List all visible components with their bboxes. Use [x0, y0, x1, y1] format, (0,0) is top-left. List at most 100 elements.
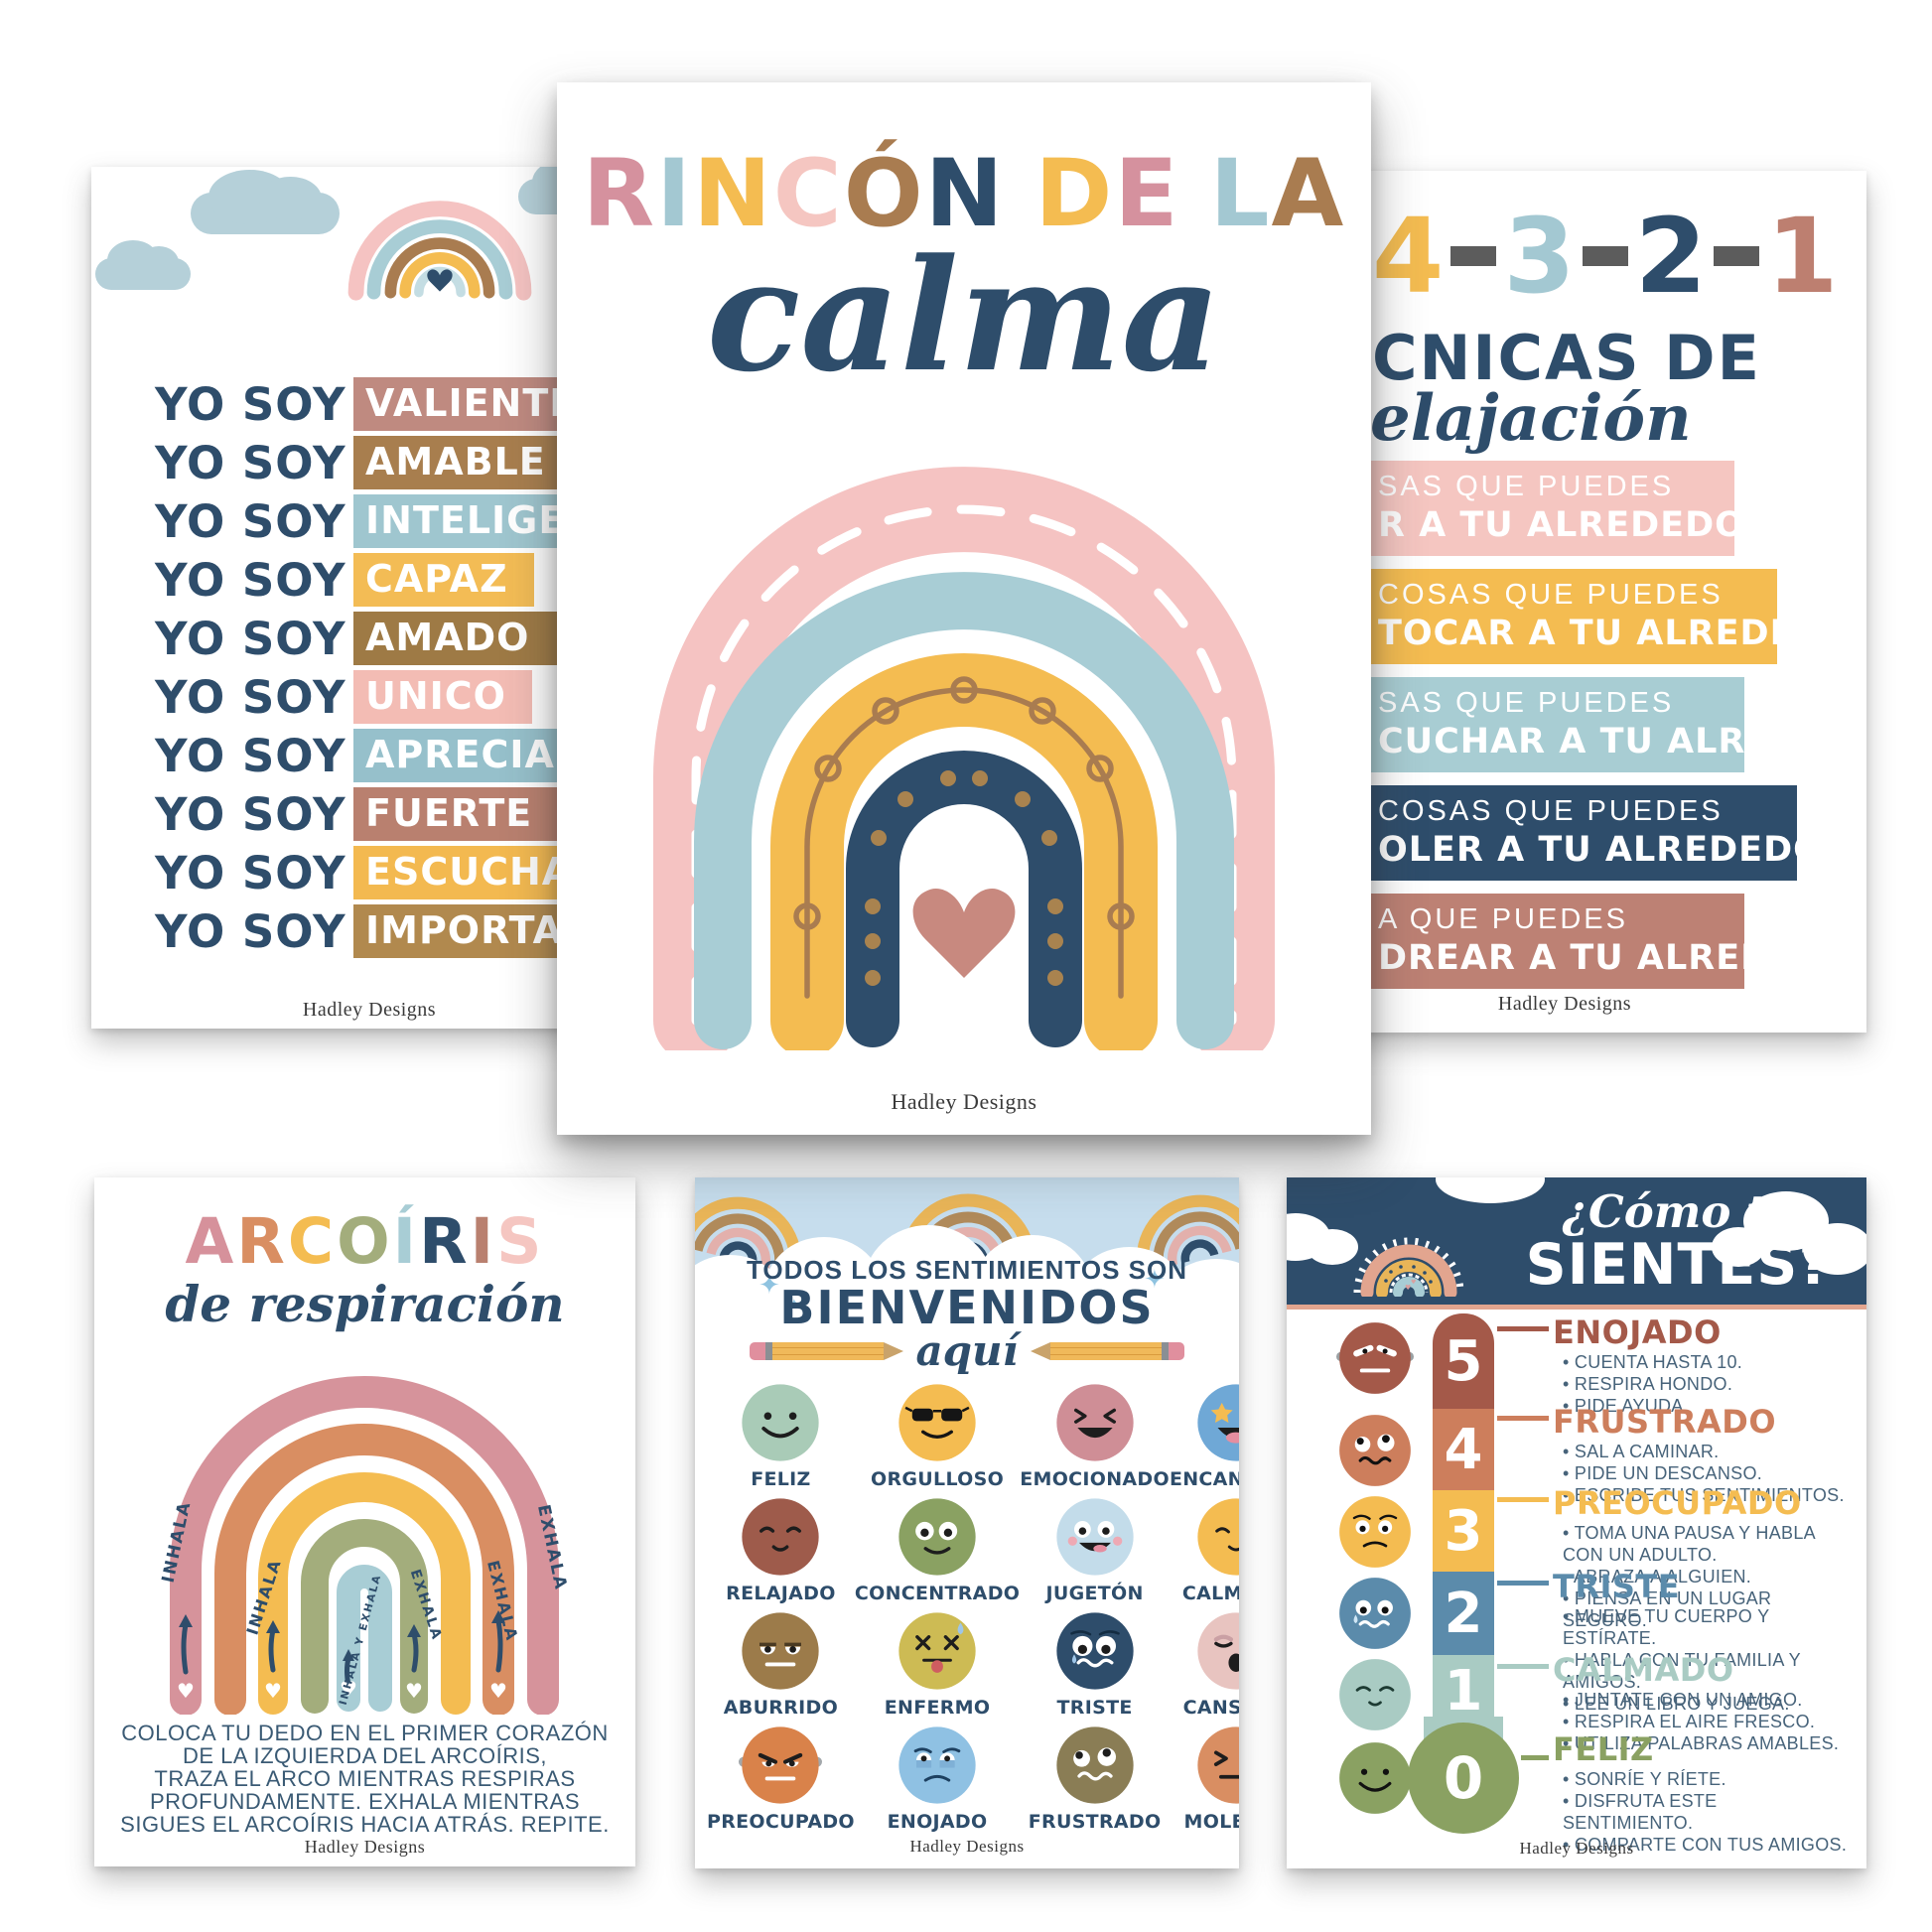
enojado-face-icon: [1336, 1322, 1414, 1394]
heart-icon: [912, 888, 1016, 978]
emotion-cell: ENFERMO: [855, 1609, 1020, 1724]
dash-icon: [1714, 246, 1760, 266]
poster-subtitle: de respiración: [165, 1275, 565, 1333]
poster-subtitle: calma: [706, 224, 1222, 406]
poster-title-fragment: CNICAS DE: [1372, 322, 1761, 394]
affirmation-word: UNICO: [353, 670, 532, 724]
emotion-cell: CANSADO: [1170, 1609, 1239, 1724]
emotion-cell: CONCENTRADO: [855, 1495, 1020, 1609]
boho-rainbow-icon: ♥ ♥: [1353, 1237, 1464, 1297]
level-connector: [1497, 1497, 1549, 1502]
cloud-icon: [95, 240, 191, 290]
poster-title: RINCÓN DE LA: [582, 140, 1346, 248]
emotion-cell: FELIZ: [707, 1381, 855, 1495]
level-connector: [1497, 1581, 1549, 1586]
cloud-icon: [1307, 1229, 1358, 1265]
emotions-grid: FELIZ ORGULLOSO EMOCIONADO ENCANTADO REL…: [707, 1381, 1239, 1838]
feeling-level: FELIZ SONRÍE Y RÍETE.DISFRUTA ESTE SENTI…: [1553, 1733, 1851, 1857]
poster-sentimientos-bienvenidos: ✦ ✦ ✦ ✦ TODOS LOS SENTIMIENTOS SON BIENV…: [695, 1177, 1239, 1868]
heart-icon: ♥ ♥ ♥ ♥ ♥: [177, 1677, 507, 1703]
affirmation-row: YO SOY UNICO: [155, 670, 647, 724]
sense-bar: SAS QUE PUEDES R A TU ALREDEDOR: [1322, 461, 1772, 556]
emotion-cell: TRISTE: [1020, 1609, 1170, 1724]
concentrado-face-icon: [898, 1498, 976, 1576]
preocupado-face-icon: [739, 1726, 823, 1804]
poster-arcoiris-respiracion: ARCOÍRIS de respiración ♥ ♥ ♥ ♥ ♥ INHALA I…: [94, 1177, 635, 1866]
sense-bar: COSAS QUE PUEDES OLER A TU ALREDEDOR: [1322, 785, 1851, 881]
cloud-icon: [1712, 1227, 1765, 1267]
feliz-face-icon: [1339, 1742, 1411, 1814]
triste-face-icon: [1055, 1612, 1134, 1690]
level-connector: [1497, 1326, 1549, 1331]
brand-footer: Hadley Designs: [909, 1837, 1025, 1856]
svg-text:♥: ♥: [405, 1679, 423, 1703]
boho-rainbow-icon: [347, 201, 532, 301]
emotion-cell: CALMADO: [1170, 1495, 1239, 1609]
thermometer-segment: 1: [1433, 1655, 1494, 1726]
affirmation-word: FUERTE: [353, 787, 559, 841]
pencil-icon: [750, 1341, 904, 1360]
emotion-cell: MOLESTO: [1170, 1724, 1239, 1838]
calmado-face-icon: [1197, 1498, 1239, 1576]
relajado-face-icon: [742, 1498, 820, 1576]
heart-icon: [427, 269, 453, 292]
calmado-face-icon: [1339, 1659, 1411, 1730]
sparkle-icon: ✦: [1144, 1265, 1166, 1295]
thermometer-segment: 4: [1433, 1409, 1494, 1490]
sparkle-icon: ✦: [1124, 1295, 1136, 1311]
svg-text:♥: ♥: [177, 1679, 195, 1703]
poster-rincon-de-la-calma: RINCÓN DE LA calma Hadley Designs: [557, 82, 1371, 1135]
dash-icon: [1450, 246, 1497, 266]
poster-title-line2: BIENVENIDOS: [779, 1281, 1155, 1334]
affirmation-word: CAPAZ: [353, 553, 534, 607]
aburrido-face-icon: [742, 1612, 820, 1690]
enojado-face-icon: [898, 1726, 976, 1804]
sense-bar: SAS QUE PUEDES CUCHAR A TU ALREDEDOR: [1322, 677, 1866, 772]
feliz-face-icon: [742, 1384, 820, 1461]
svg-text:♥: ♥: [489, 1679, 507, 1703]
emotion-cell: ENOJADO: [855, 1724, 1020, 1838]
feeling-level: FRUSTRADO SAL A CAMINAR.PIDE UN DESCANSO…: [1553, 1406, 1851, 1507]
affirmation-row: YO SOY CAPAZ: [155, 553, 647, 607]
poster-title-line3: aquí: [915, 1326, 1019, 1375]
svg-text:♥: ♥: [264, 1679, 282, 1703]
thermometer-segment: 3: [1433, 1490, 1494, 1572]
orgulloso-face-icon: [898, 1384, 976, 1461]
level-connector: [1497, 1664, 1549, 1669]
emotion-cell: RELAJADO: [707, 1495, 855, 1609]
affirmation-prefix: YO SOY: [155, 377, 346, 431]
boho-rainbow-icon: [653, 467, 1275, 1050]
sense-bar: COSAS QUE PUEDES TOCAR A TU ALREDEDOR: [1322, 569, 1866, 664]
dash-icon: [1582, 246, 1628, 266]
feeling-level: CALMADO JUNTATE CON UN AMIGO.RESPIRA EL …: [1553, 1654, 1851, 1755]
level-connector: [1497, 1416, 1549, 1421]
affirmation-row: YO SOY FUERTE: [155, 787, 647, 841]
breathing-rainbow-icon: ♥ ♥ ♥ ♥ ♥ INHALA INHALA INHALA Y EXHALA EX…: [159, 1376, 571, 1715]
svg-text:♥: ♥: [340, 1677, 357, 1701]
thermometer-segment: 5: [1433, 1313, 1494, 1409]
sense-bar: A QUE PUEDES DREAR A TU ALREDEDOR: [1322, 894, 1866, 989]
thermometer-segment: 2: [1433, 1572, 1494, 1655]
poster-subtitle-fragment: elajación: [1370, 381, 1692, 456]
brand-footer: Hadley Designs: [1497, 993, 1632, 1015]
countdown-numbers: 4 3 2 1: [1372, 196, 1839, 317]
cloud-icon: [1803, 1223, 1866, 1275]
emocionado-face-icon: [1055, 1384, 1134, 1461]
level-connector: [1521, 1755, 1549, 1760]
arrowhead-icon: [179, 1610, 505, 1661]
triste-face-icon: [1339, 1578, 1411, 1649]
heart-icon: ♥: [1405, 1284, 1411, 1292]
poster-title: ARCOÍRIS: [185, 1205, 545, 1278]
frustrado-face-icon: [1055, 1726, 1134, 1804]
molesto-face-icon: [1197, 1726, 1239, 1804]
frustrado-face-icon: [1339, 1415, 1411, 1486]
sparkle-icon: ✦: [788, 1297, 800, 1312]
feeling-level: ENOJADO CUENTA HASTA 10.RESPIRA HONDO.PI…: [1553, 1316, 1851, 1418]
poster-title-line1: TODOS LOS SENTIMIENTOS SON: [747, 1255, 1187, 1285]
feeling-level: PREOCUPADO TOMA UNA PAUSA Y HABLA CON UN…: [1553, 1487, 1851, 1632]
sparkle-icon: ✦: [759, 1271, 780, 1301]
poster-como-te-sientes: ♥ ♥ ¿Cómo te SIENTES? 5 4 3 2 1 0 ENOJAD…: [1287, 1177, 1866, 1868]
brand-footer: Hadley Designs: [891, 1089, 1037, 1114]
poster-title: ¿Cómo te SIENTES?: [1525, 1185, 1833, 1298]
enfermo-face-icon: [898, 1612, 976, 1690]
